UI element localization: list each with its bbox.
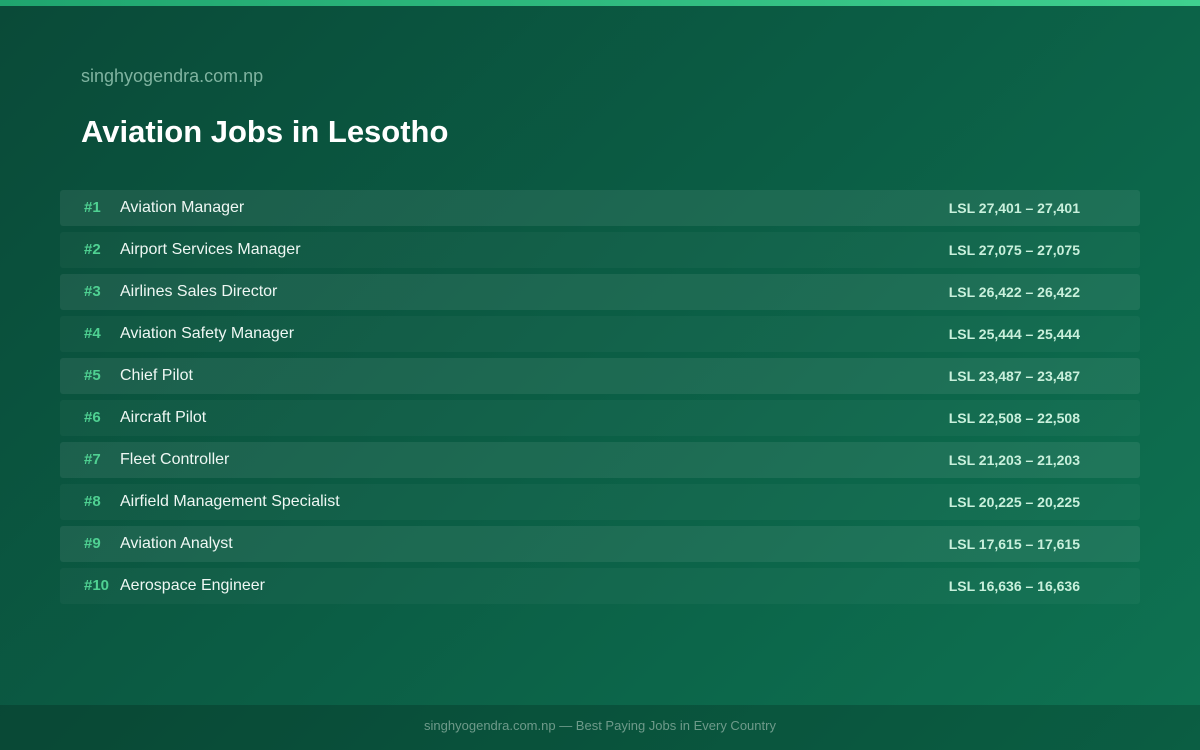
- job-row: #10 Aerospace Engineer LSL 16,636 – 16,636: [60, 568, 1140, 604]
- job-salary: LSL 27,401 – 27,401: [948, 200, 1080, 216]
- job-name: Airfield Management Specialist: [120, 493, 340, 510]
- job-salary: LSL 27,075 – 27,075: [948, 242, 1080, 258]
- job-rank: #9: [84, 535, 101, 552]
- job-rank: #3: [84, 283, 101, 300]
- job-rank: #1: [84, 199, 101, 216]
- job-name: Chief Pilot: [120, 367, 193, 384]
- job-rank: #8: [84, 493, 101, 510]
- job-salary: LSL 23,487 – 23,487: [948, 368, 1080, 384]
- job-name: Aviation Analyst: [120, 535, 233, 552]
- job-salary: LSL 26,422 – 26,422: [948, 284, 1080, 300]
- job-row: #4 Aviation Safety Manager LSL 25,444 – 25…: [60, 316, 1140, 352]
- job-name: Aerospace Engineer: [120, 577, 265, 594]
- job-rank: #10: [84, 577, 110, 594]
- job-name: Fleet Controller: [120, 451, 230, 468]
- site-name: singhyogendra.com.np: [81, 66, 264, 86]
- job-row: #7 Fleet Controller LSL 21,203 – 21,203: [60, 442, 1140, 478]
- job-salary: LSL 22,508 – 22,508: [948, 410, 1080, 426]
- job-rank: #4: [84, 325, 101, 342]
- job-salary: LSL 25,444 – 25,444: [948, 326, 1080, 342]
- job-list: #1 Aviation Manager LSL 27,401 – 27,401 #2 A…: [60, 190, 1140, 610]
- job-name: Aviation Safety Manager: [120, 325, 295, 342]
- job-row: #2 Airport Services Manager LSL 27,075 – 2…: [60, 232, 1140, 268]
- job-salary: LSL 21,203 – 21,203: [948, 452, 1080, 468]
- job-rank: #7: [84, 451, 101, 468]
- top-bar: [0, 0, 1200, 6]
- job-name: Aviation Manager: [120, 199, 245, 216]
- job-row: #6 Aircraft Pilot LSL 22,508 – 22,508: [60, 400, 1140, 436]
- footer-text: singhyogendra.com.np — Best Paying Jobs …: [424, 718, 776, 733]
- page-title: Aviation Jobs in Lesotho: [81, 114, 449, 149]
- job-row: #3 Airlines Sales Director LSL 26,422 – 26…: [60, 274, 1140, 310]
- job-row: #1 Aviation Manager LSL 27,401 – 27,401: [60, 190, 1140, 226]
- job-rank: #5: [84, 367, 101, 384]
- job-name: Airlines Sales Director: [120, 283, 278, 300]
- job-salary: LSL 20,225 – 20,225: [948, 494, 1080, 510]
- footer: singhyogendra.com.np — Best Paying Jobs …: [0, 705, 1200, 750]
- job-row: #5 Chief Pilot LSL 23,487 – 23,487: [60, 358, 1140, 394]
- job-rank: #2: [84, 241, 101, 258]
- job-name: Airport Services Manager: [120, 241, 301, 258]
- job-name: Aircraft Pilot: [120, 409, 207, 426]
- job-salary: LSL 16,636 – 16,636: [948, 578, 1080, 594]
- job-row: #9 Aviation Analyst LSL 17,615 – 17,615: [60, 526, 1140, 562]
- job-row: #8 Airfield Management Specialist LSL 20,2…: [60, 484, 1140, 520]
- job-rank: #6: [84, 409, 101, 426]
- job-salary: LSL 17,615 – 17,615: [948, 536, 1080, 552]
